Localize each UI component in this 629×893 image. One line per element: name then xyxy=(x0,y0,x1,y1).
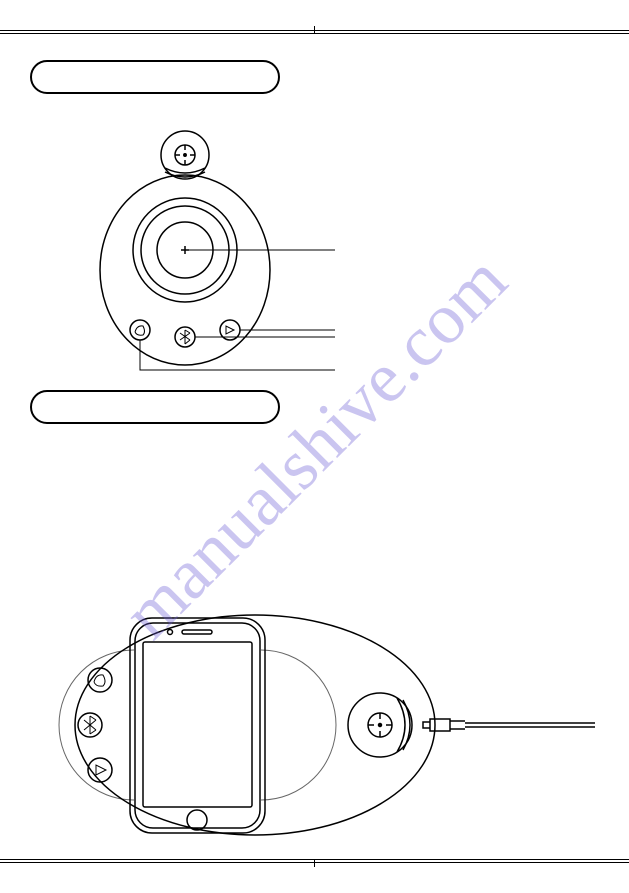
charging-pad-arc-right xyxy=(261,650,336,800)
phone-speaker-slot xyxy=(182,630,212,634)
section-heading-pill-1 xyxy=(30,60,280,94)
phone-front-camera xyxy=(168,630,173,635)
handset-icon xyxy=(94,675,105,686)
nub-meet-arc-1 xyxy=(165,168,205,173)
play-icon xyxy=(96,765,106,775)
phone-home-button xyxy=(187,810,207,830)
bluetooth-icon xyxy=(84,716,96,734)
plug-body xyxy=(430,719,450,731)
diagram-bottom-container xyxy=(35,600,595,850)
cable-assembly xyxy=(423,719,595,731)
phone-outline-inner xyxy=(135,623,260,828)
phone-on-pad xyxy=(59,618,336,833)
page-center-tick-bottom xyxy=(314,859,315,867)
phone-screen xyxy=(143,642,252,807)
phone-outline-outer xyxy=(130,618,265,833)
play-icon xyxy=(226,326,234,334)
top-nub-dot xyxy=(184,154,186,156)
diagram-top-container xyxy=(85,100,345,380)
page-center-tick-top xyxy=(314,26,315,34)
handset-icon xyxy=(135,326,145,335)
diagram-top xyxy=(85,100,345,380)
right-nub-arc-1 xyxy=(397,698,405,752)
section-heading-pill-2 xyxy=(30,390,280,424)
right-nub-arc-2 xyxy=(403,700,410,750)
bluetooth-icon xyxy=(180,330,190,344)
button-left xyxy=(130,320,150,340)
right-nub-dot xyxy=(379,724,382,727)
diagram-bottom xyxy=(35,600,595,850)
plug-tip xyxy=(423,722,430,728)
